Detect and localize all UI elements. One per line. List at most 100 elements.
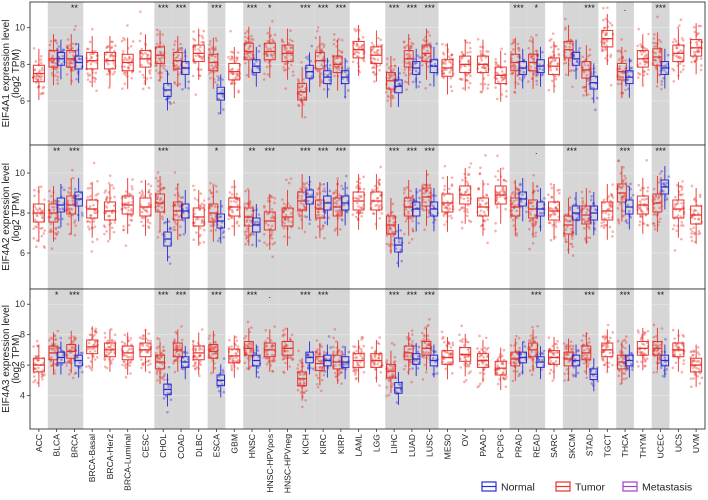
data-point <box>540 73 543 77</box>
data-point <box>139 32 143 35</box>
data-point <box>245 227 249 230</box>
data-point <box>511 71 515 75</box>
data-point <box>215 39 218 42</box>
data-point <box>680 224 683 227</box>
data-point <box>228 191 232 194</box>
data-point <box>317 225 320 228</box>
data-point <box>215 190 219 193</box>
data-point <box>535 185 539 188</box>
data-point <box>500 93 504 96</box>
data-point <box>417 71 420 75</box>
data-point <box>229 200 233 203</box>
data-point <box>376 49 379 53</box>
data-point <box>200 347 203 351</box>
data-point <box>357 51 360 55</box>
data-point <box>692 210 696 213</box>
data-point <box>510 72 513 75</box>
data-point <box>568 45 571 49</box>
data-point <box>34 60 38 63</box>
data-point <box>461 87 465 90</box>
data-point <box>162 345 165 349</box>
data-point <box>397 82 401 86</box>
data-point <box>408 62 411 66</box>
data-point <box>198 74 202 78</box>
data-point <box>373 80 376 83</box>
data-point <box>257 66 261 70</box>
data-point <box>458 77 462 81</box>
data-point <box>652 213 655 216</box>
data-point <box>467 60 470 63</box>
data-point <box>341 364 345 367</box>
data-point <box>532 57 536 61</box>
data-point <box>124 206 128 210</box>
data-point <box>191 74 195 78</box>
data-point <box>160 352 164 355</box>
data-point <box>680 202 683 205</box>
data-point <box>691 229 694 233</box>
data-point <box>145 344 149 347</box>
data-point <box>661 190 665 193</box>
data-point <box>322 183 326 186</box>
data-point <box>173 359 177 363</box>
data-point <box>442 72 445 75</box>
data-point <box>338 193 341 197</box>
data-point <box>108 174 112 177</box>
data-point <box>624 88 627 92</box>
data-point <box>236 367 240 370</box>
data-point <box>605 44 608 47</box>
data-point <box>570 242 573 246</box>
data-point <box>229 58 232 61</box>
data-point <box>177 204 181 208</box>
data-point <box>320 345 324 348</box>
data-point <box>269 53 273 56</box>
data-point <box>372 71 375 74</box>
data-point <box>363 59 366 63</box>
data-point <box>428 83 432 86</box>
data-point <box>398 72 401 75</box>
data-point <box>291 70 295 73</box>
data-point <box>175 66 179 69</box>
data-point <box>89 62 93 66</box>
data-point <box>67 59 71 63</box>
data-point <box>61 217 64 221</box>
data-point <box>303 183 306 186</box>
data-point <box>120 340 124 344</box>
data-point <box>331 345 335 349</box>
data-point <box>40 66 44 70</box>
data-point <box>360 206 364 209</box>
data-point <box>441 176 445 180</box>
data-point <box>130 187 134 191</box>
data-point <box>148 193 152 197</box>
data-point <box>237 90 240 94</box>
data-point <box>643 50 646 54</box>
data-point <box>110 40 113 43</box>
data-point <box>42 85 46 89</box>
data-point <box>611 183 614 186</box>
data-point <box>387 95 390 99</box>
data-point <box>555 220 558 224</box>
data-point <box>424 53 427 57</box>
data-point <box>428 184 431 188</box>
data-point <box>353 27 356 31</box>
data-point <box>166 410 169 414</box>
data-point <box>124 375 128 379</box>
data-point <box>624 220 628 223</box>
data-point <box>59 336 62 340</box>
data-point <box>602 41 606 44</box>
data-point <box>281 198 284 201</box>
data-point <box>408 60 411 64</box>
data-point <box>535 33 538 37</box>
data-point <box>146 59 149 63</box>
data-point <box>466 173 470 177</box>
data-point <box>56 70 59 74</box>
data-point <box>130 185 134 188</box>
data-point <box>217 78 220 82</box>
data-point <box>654 195 658 198</box>
data-point <box>130 76 133 80</box>
data-point <box>671 67 674 71</box>
data-point <box>468 46 472 50</box>
data-point <box>601 30 605 34</box>
data-point <box>568 42 572 45</box>
data-point <box>290 333 294 337</box>
data-point <box>680 36 684 40</box>
